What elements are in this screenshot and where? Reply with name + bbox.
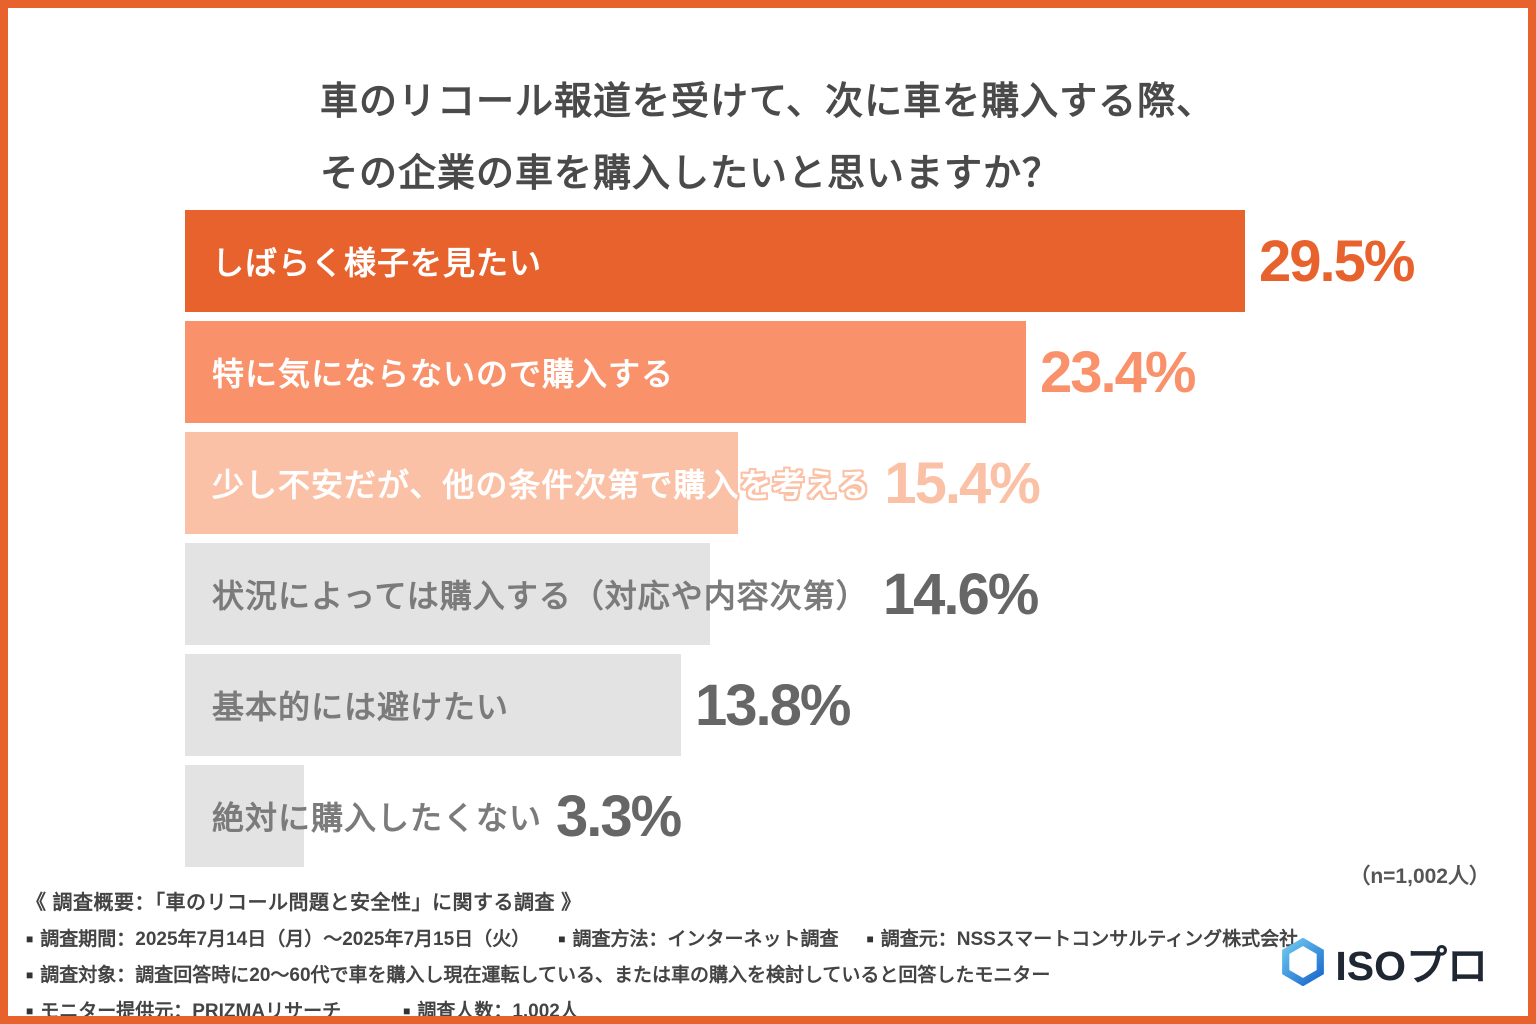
chart-title-line-2: その企業の車を購入したいと思いますか？ bbox=[320, 153, 1062, 195]
square-bullet-icon: ■ bbox=[558, 932, 566, 946]
bar-category-label: 状況によっては購入する（対応や内容次第） bbox=[212, 578, 869, 614]
bar-row: 状況によっては購入する（対応や内容次第） 14.6% bbox=[185, 543, 1515, 645]
bar-row: 特に気にならないので購入する 23.4% bbox=[185, 321, 1515, 423]
bar-category-label: しばらく様子を見たい bbox=[212, 245, 543, 281]
square-bullet-icon: ■ bbox=[866, 932, 874, 946]
survey-detail-item: ■ モニター提供元：PRIZMAリサーチ bbox=[26, 996, 342, 1022]
bar-category-label: 絶対に購入したくない bbox=[212, 800, 543, 836]
bar-row: 絶対に購入したくない 3.3% bbox=[185, 765, 1515, 867]
survey-overview-details: ■ 調査期間：2025年7月14日（月）〜2025年7月15日（火） ■ 調査方法：イ… bbox=[26, 924, 1346, 1022]
bar-fill bbox=[185, 210, 1245, 312]
bar-row: しばらく様子を見たい 29.5% bbox=[185, 210, 1515, 312]
bar-fill bbox=[185, 432, 738, 534]
bar-value-label: 14.6% bbox=[882, 561, 1039, 627]
survey-detail-text: 調査期間：2025年7月14日（月）〜2025年7月15日（火） bbox=[40, 929, 531, 950]
survey-detail-text: モニター提供元：PRIZMAリサーチ bbox=[40, 1001, 342, 1022]
bar-fill bbox=[185, 543, 710, 645]
bar-row: 少し不安だが、他の条件次第で購入を考える 15.4% bbox=[185, 432, 1515, 534]
bar-row: 基本的には避けたい 13.8% bbox=[185, 654, 1515, 756]
bar-fill bbox=[185, 321, 1026, 423]
survey-detail-row: ■ モニター提供元：PRIZMAリサーチ ■ 調査人数：1,002人 bbox=[26, 996, 1346, 1022]
survey-overview: 《 調査概要：「車のリコール問題と安全性」に関する調査 》 ■ 調査期間：2025… bbox=[26, 886, 1346, 1022]
bar-value-label: 15.4% bbox=[884, 450, 1040, 516]
bar-fill bbox=[185, 654, 681, 756]
bar-value-label: 13.8% bbox=[695, 672, 851, 738]
chart-title-line-1: 車のリコール報道を受けて、次に車を購入する際、 bbox=[320, 81, 1216, 123]
survey-overview-heading: 《 調査概要：「車のリコール問題と安全性」に関する調査 》 bbox=[26, 892, 582, 914]
bar-value-label: 3.3% bbox=[556, 783, 682, 849]
hexagon-logo-icon bbox=[1282, 938, 1325, 986]
isopro-logo: ISOプロ bbox=[1279, 932, 1488, 992]
survey-detail-row: ■ 調査期間：2025年7月14日（月）〜2025年7月15日（火） ■ 調査方法：イ… bbox=[26, 924, 1346, 951]
bar-category-label: 基本的には避けたい bbox=[212, 689, 510, 725]
survey-detail-item: ■ 調査元：NSSスマートコンサルティング株式会社 bbox=[866, 924, 1298, 951]
bar-chart: しばらく様子を見たい 29.5% 特に気にならないので購入する 23.4% 少し不安だが… bbox=[185, 210, 1515, 876]
chart-title: 車のリコール報道を受けて、次に車を購入する際、 その企業の車を購入したいと思いま… bbox=[320, 66, 1215, 210]
survey-detail-text: 調査人数：1,002人 bbox=[417, 1001, 579, 1022]
sample-size-note: （n=1,002人） bbox=[1349, 865, 1490, 888]
survey-detail-text: 調査方法：インターネット調査 bbox=[572, 929, 839, 950]
bar-category-label: 少し不安だが、他の条件次第で購入を考える bbox=[212, 467, 871, 503]
survey-detail-row: ■ 調査対象：調査回答時に20〜60代で車を購入し現在運転している、または車の購入… bbox=[26, 960, 1346, 987]
bar-value-label: 29.5% bbox=[1259, 228, 1415, 294]
square-bullet-icon: ■ bbox=[26, 968, 34, 982]
survey-detail-item: ■ 調査対象：調査回答時に20〜60代で車を購入し現在運転している、または車の購入… bbox=[26, 960, 1050, 987]
square-bullet-icon: ■ bbox=[403, 1004, 411, 1018]
survey-detail-text: 調査対象：調査回答時に20〜60代で車を購入し現在運転している、または車の購入を… bbox=[40, 965, 1051, 986]
bar-fill bbox=[185, 765, 304, 867]
survey-detail-item: ■ 調査人数：1,002人 bbox=[403, 996, 579, 1022]
square-bullet-icon: ■ bbox=[26, 1004, 34, 1018]
logo-text: ISOプロ bbox=[1335, 943, 1488, 989]
survey-detail-item: ■ 調査方法：インターネット調査 bbox=[558, 924, 838, 951]
survey-detail-item: ■ 調査期間：2025年7月14日（月）〜2025年7月15日（火） bbox=[26, 924, 530, 951]
square-bullet-icon: ■ bbox=[26, 932, 34, 946]
bar-value-label: 23.4% bbox=[1040, 339, 1196, 405]
survey-detail-text: 調査元：NSSスマートコンサルティング株式会社 bbox=[880, 929, 1299, 950]
bar-category-label: 特に気にならないので購入する bbox=[212, 356, 675, 392]
